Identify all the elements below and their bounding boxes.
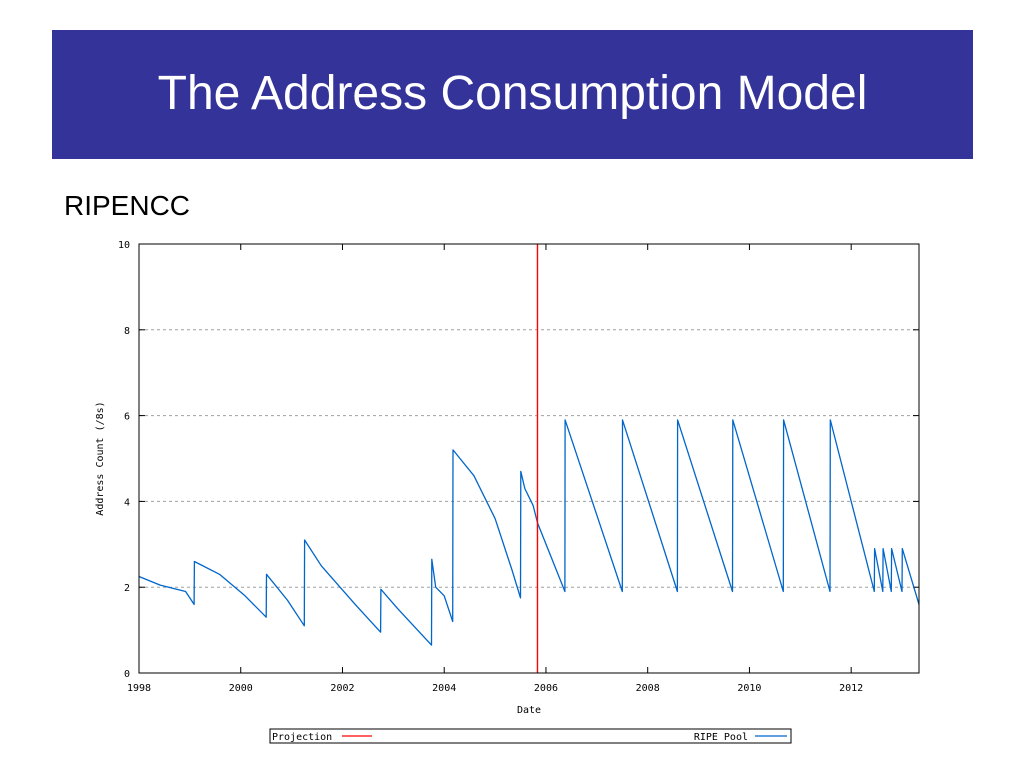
- x-tick-label-4: 2006: [534, 683, 558, 694]
- x-tick-label-7: 2012: [839, 683, 863, 694]
- legend: Projection RIPE Pool: [269, 728, 792, 744]
- series-ripe-pool-line: [138, 419, 920, 646]
- x-tick-label-1: 2000: [229, 683, 253, 694]
- y-tick-label-0: 0: [124, 669, 130, 680]
- y-tick-label-5: 10: [118, 240, 130, 251]
- y-axis-label: Address Count (/8s): [95, 401, 106, 515]
- legend-label-ripe-pool: RIPE Pool: [694, 732, 748, 743]
- series-layer: [138, 244, 920, 673]
- title-bar: The Address Consumption Model: [52, 30, 973, 159]
- x-tick-label-3: 2004: [432, 683, 456, 694]
- legend-label-projection: Projection: [272, 732, 332, 743]
- plot-frame: [138, 243, 920, 674]
- x-tick-label-6: 2010: [737, 683, 761, 694]
- x-axis-label: Date: [517, 705, 541, 716]
- x-tick-label-5: 2008: [636, 683, 660, 694]
- gridlines: [139, 329, 919, 588]
- x-tick-label-2: 2002: [330, 683, 354, 694]
- slide-title: The Address Consumption Model: [157, 67, 868, 120]
- axis-ticks: 0 2 4 6 8 10 1998 2000 2002 2004 2006 2008 2010 2012: [118, 240, 919, 694]
- y-tick-label-4: 8: [124, 326, 130, 337]
- y-tick-label-3: 6: [124, 412, 130, 423]
- y-tick-label-1: 2: [124, 583, 130, 594]
- legend-box: [269, 728, 792, 744]
- x-tick-label-0: 1998: [127, 683, 151, 694]
- y-tick-label-2: 4: [124, 497, 130, 508]
- slide-subtitle: RIPENCC: [64, 190, 191, 221]
